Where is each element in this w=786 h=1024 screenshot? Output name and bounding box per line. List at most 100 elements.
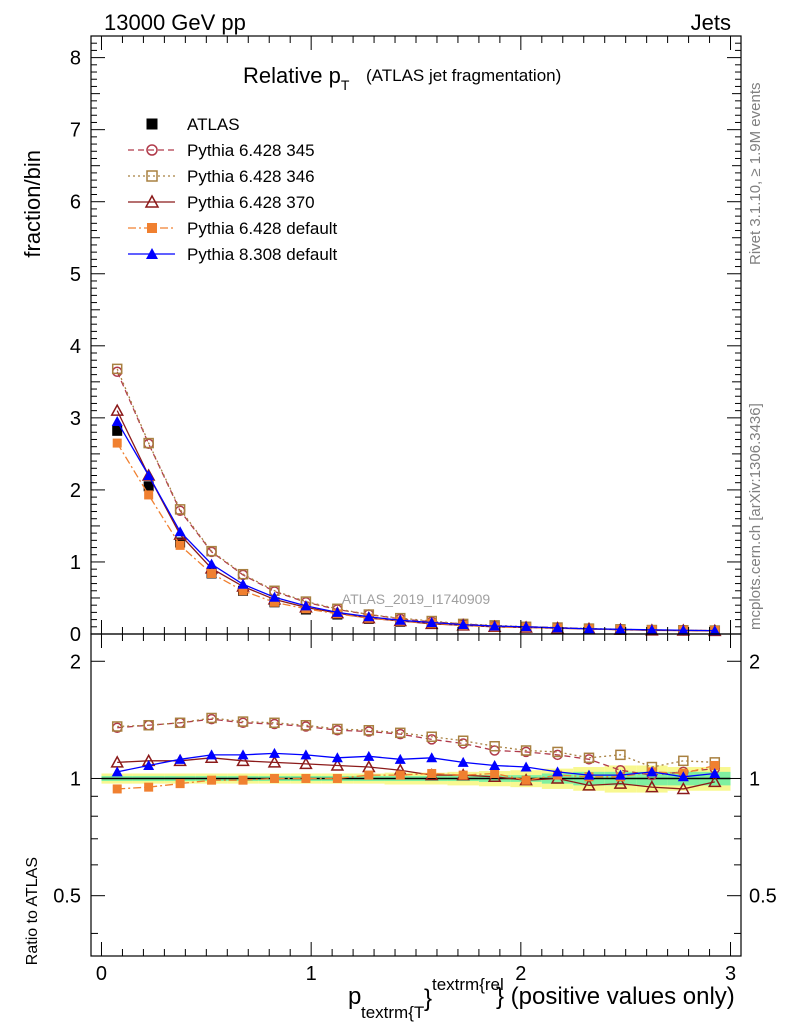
ratio-point-pythia-6-428-346 [269,717,280,729]
ratio-y-tick-label-right: 2 [749,651,760,673]
ratio-point-pythia-8-308-default [489,759,501,770]
ratio-y-tick-label: 1 [70,768,81,790]
point-pythia-6-428-default [175,540,185,550]
title-sub: T [341,77,350,93]
point-pythia-8-308-default [394,614,406,625]
point-pythia-8-308-default [457,619,469,630]
ratio-point-pythia-6-428-346 [426,731,437,742]
ratio-point-pythia-6-428-346 [678,755,689,767]
point-pythia-6-428-346 [143,437,154,449]
ratio-point-pythia-6-428-default [144,782,154,792]
energy-label: 13000 GeV pp [104,10,246,35]
point-pythia-6-428-346 [111,363,123,375]
ratio-line-pythia-6-428-default [117,764,715,790]
point-pythia-8-308-default [206,558,218,569]
y-tick-label: 8 [70,48,81,70]
ratio-point-pythia-6-428-default [364,770,374,780]
xlabel-brace: } [424,985,432,1012]
ratio-point-pythia-6-428-346 [206,712,217,724]
y-axis-label-top: fraction/bin [20,150,45,258]
ratio-point-pythia-6-428-default [395,770,405,780]
x-tick-label: 0 [96,963,107,985]
point-pythia-8-308-default [709,625,721,636]
point-pythia-8-308-default [331,606,343,617]
ratio-point-pythia-6-428-346 [143,719,154,731]
y-tick-label: 4 [70,336,81,358]
ratio-point-pythia-6-428-346 [395,727,406,739]
ratio-point-pythia-6-428-370 [582,778,596,791]
ratio-point-pythia-6-428-346 [332,723,343,735]
xlabel-sup: textrm{rel [432,975,504,994]
legend-label-pythia-6-428-346: Pythia 6.428 346 [187,167,315,186]
ratio-point-pythia-8-308-default [394,753,406,764]
point-pythia-6-428-default [207,568,217,578]
point-pythia-6-428-default [144,490,154,500]
ratio-point-pythia-6-428-default [427,768,437,778]
ratio-point-pythia-8-308-default [552,766,564,777]
xlabel-sub: textrm{T [361,1003,424,1022]
ratio-point-pythia-6-428-default [238,775,248,785]
ratio-point-pythia-6-428-346 [615,749,626,761]
point-pythia-8-308-default [174,526,186,537]
ratio-point-pythia-8-308-default [677,771,689,782]
svg-text:Relative pT: Relative pT [243,63,350,93]
ratio-point-pythia-8-308-default [143,759,155,770]
legend-label-pythia-8-308-default: Pythia 8.308 default [187,245,338,264]
legend-label-pythia-6-428-default: Pythia 6.428 default [187,219,338,238]
y-tick-label: 6 [70,192,81,214]
ratio-panel-content [101,712,731,795]
ratio-point-pythia-6-428-346 [111,721,123,732]
ratio-point-pythia-6-428-346 [457,735,469,746]
point-pythia-8-308-default [111,415,123,426]
svg-text:}: } [424,985,432,1012]
point-pythia-6-428-default [238,586,248,596]
ratio-point-pythia-6-428-370 [613,776,628,789]
point-pythia-8-308-default [300,600,312,611]
ratio-point-pythia-6-428-default [458,770,468,780]
legend-label-pythia-6-428-345: Pythia 6.428 345 [187,141,315,160]
y-tick-label: 7 [70,120,81,142]
ratio-point-pythia-8-308-default [520,761,532,772]
x-axis-label: p textrm{T } textrm{rel } (positive valu… [348,975,735,1022]
y-tick-label: 1 [70,552,81,574]
point-pythia-8-308-default [143,469,155,480]
title-paren: (ATLAS jet fragmentation) [366,66,561,85]
point-pythia-8-308-default [583,623,595,634]
x-tick-label: 3 [725,963,736,985]
x-tick-label: 1 [306,963,317,985]
ratio-point-pythia-6-428-370 [267,755,282,768]
analysis-watermark: ATLAS_2019_I1740909 [342,591,491,607]
point-pythia-6-428-346 [237,568,249,580]
point-pythia-8-308-default [363,611,375,622]
ratio-point-pythia-6-428-346 [520,745,532,756]
svg-text:textrm{T: textrm{T [361,1003,424,1022]
ratio-line-pythia-8-308-default [117,752,715,778]
point-pythia-8-308-default [426,616,438,627]
x-tick-label: 2 [515,963,526,985]
legend-marker-pythia-8-308-default [146,248,158,259]
point-pythia-8-308-default [268,591,280,602]
point-pythia-6-428-346 [174,504,186,515]
ratio-y-tick-label: 0.5 [53,886,81,908]
ratio-point-pythia-8-308-default [426,752,438,763]
ratio-point-pythia-8-308-default [709,767,721,778]
ratio-point-pythia-6-428-346 [363,725,375,736]
ratio-point-pythia-8-308-default [174,753,186,764]
legend-marker-pythia-6-428-370 [144,194,160,208]
title-main: Relative p [243,63,341,88]
y-axis-label-bottom: Ratio to ATLAS [24,857,41,965]
axes: 0 1 2 3 0 1 2 3 4 5 6 7 8 0.5 0.5 1 1 2 2 [53,35,777,985]
point-pythia-8-308-default [237,578,249,589]
ratio-point-pythia-6-428-370 [708,774,722,788]
ratio-point-pythia-8-308-default [268,747,280,758]
ratio-point-pythia-6-428-default [175,779,185,789]
ratio-point-pythia-8-308-default [363,750,375,761]
ratio-point-pythia-8-308-default [583,769,595,780]
ratio-panel-frame [90,633,742,957]
ratio-point-pythia-6-428-default [207,775,217,785]
legend-marker-atlas [146,118,158,130]
ratio-point-pythia-8-308-default [646,766,658,777]
ratio-point-pythia-6-428-default [710,760,720,770]
ratio-point-pythia-6-428-default [490,768,500,778]
